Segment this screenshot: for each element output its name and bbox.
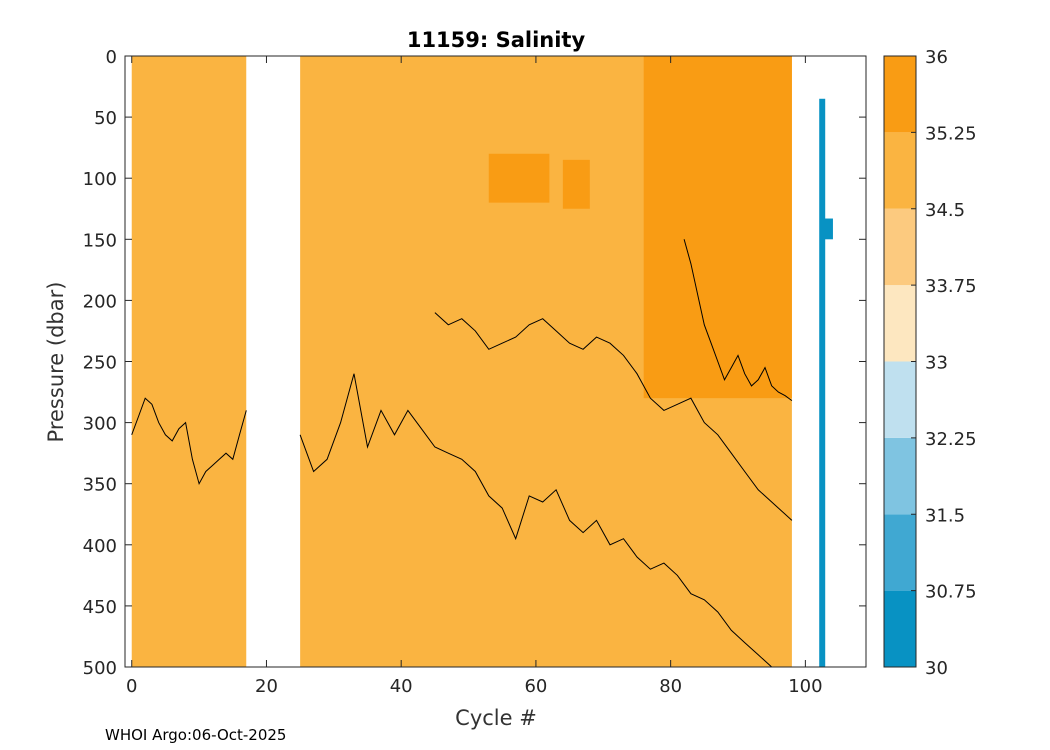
colorbar-tick-label: 33.75 [925,276,977,297]
isoline-lower-left [131,397,247,486]
y-tick-label: 150 [83,230,117,251]
axes: 0 20 40 60 80 100 0 50 100 150 200 250 300 350 400 450 5… [83,47,867,697]
y-tick-label: 50 [94,108,117,129]
y-tick-label: 250 [83,353,117,374]
y-tick-label: 400 [83,536,117,557]
x-tick-label: 0 [126,676,137,697]
data-segment-0 [131,56,247,667]
data-bar-small [824,218,833,240]
y-tick-label: 350 [83,475,117,496]
colorbar-swatch [884,208,916,286]
colorbar-swatch [884,437,916,515]
y-tick-label: 500 [83,658,117,679]
colorbar-swatch [884,361,916,438]
x-tick-label: 40 [390,676,413,697]
isoline-mid [434,312,793,521]
colorbar: 30 30.75 31.5 32.25 33 33.75 34.5 35.25 36 [883,47,977,679]
colorbar-swatch [884,514,916,591]
x-axis-label: Cycle # [455,706,537,730]
colorbar-tick-label: 33 [925,353,948,374]
isoline-upper [299,373,773,668]
data-segment-2 [643,56,792,399]
data-segment-3 [488,153,550,203]
plot-area [125,56,866,668]
y-tick-label: 0 [106,47,117,68]
colorbar-tick-label: 30.75 [925,582,977,603]
colorbar-tick-label: 35.25 [925,123,977,144]
colorbar-tick-label: 30 [925,658,948,679]
isoline-east-front [683,239,793,402]
x-tick-label: 100 [788,676,822,697]
y-tick-label: 200 [83,291,117,312]
x-tick-label: 60 [524,676,547,697]
footer-credit: WHOI Argo:06-Oct-2025 [105,726,287,744]
colorbar-swatch [884,285,916,362]
data-bar [819,98,826,667]
colorbar-tick-label: 32.25 [925,429,977,450]
chart-title: 11159: Salinity [407,28,586,52]
colorbar-tick-label: 31.5 [925,505,965,526]
x-tick-label: 20 [255,676,278,697]
colorbar-tick-label: 34.5 [925,200,965,221]
colorbar-swatch [884,56,916,133]
colorbar-tick-label: 36 [925,47,948,68]
y-tick-label: 100 [83,169,117,190]
data-segment-4 [562,159,590,209]
colorbar-swatch [884,590,916,667]
y-tick-label: 300 [83,414,117,435]
y-tick-label: 450 [83,597,117,618]
colorbar-swatch [884,132,916,209]
y-axis-label: Pressure (dbar) [44,282,68,443]
x-tick-label: 80 [659,676,682,697]
